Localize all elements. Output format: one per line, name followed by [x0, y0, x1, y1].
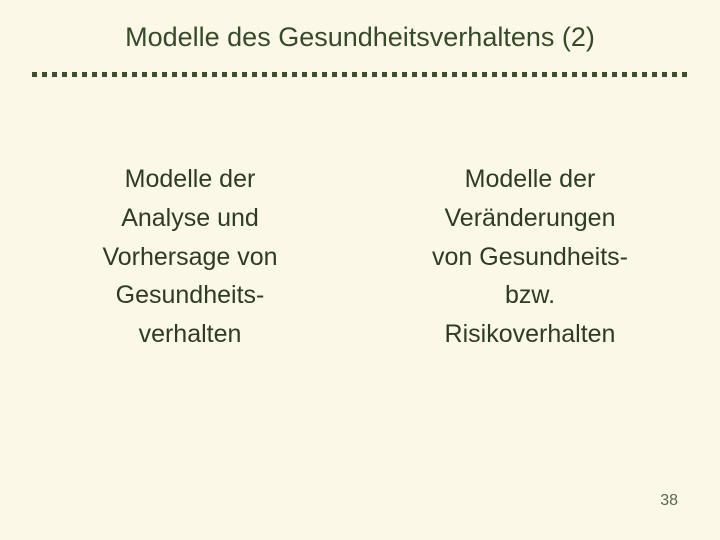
slide: Modelle des Gesundheitsverhaltens (2) Mo…: [0, 0, 720, 540]
content-columns: Modelle der Analyse und Vorhersage von G…: [0, 160, 720, 354]
left-line-5: verhalten: [40, 315, 340, 354]
right-line-4: bzw.: [380, 276, 680, 315]
right-line-3: von Gesundheits-: [380, 238, 680, 277]
slide-title: Modelle des Gesundheitsverhaltens (2): [0, 22, 720, 53]
left-line-4: Gesundheits-: [40, 276, 340, 315]
right-line-1: Modelle der: [380, 160, 680, 199]
left-column: Modelle der Analyse und Vorhersage von G…: [0, 160, 360, 354]
left-line-2: Analyse und: [40, 199, 340, 238]
page-number: 38: [660, 492, 678, 510]
checker-divider: [32, 72, 687, 82]
left-line-1: Modelle der: [40, 160, 340, 199]
right-line-2: Veränderungen: [380, 199, 680, 238]
left-line-3: Vorhersage von: [40, 238, 340, 277]
right-column: Modelle der Veränderungen von Gesundheit…: [360, 160, 720, 354]
right-line-5: Risikoverhalten: [380, 315, 680, 354]
